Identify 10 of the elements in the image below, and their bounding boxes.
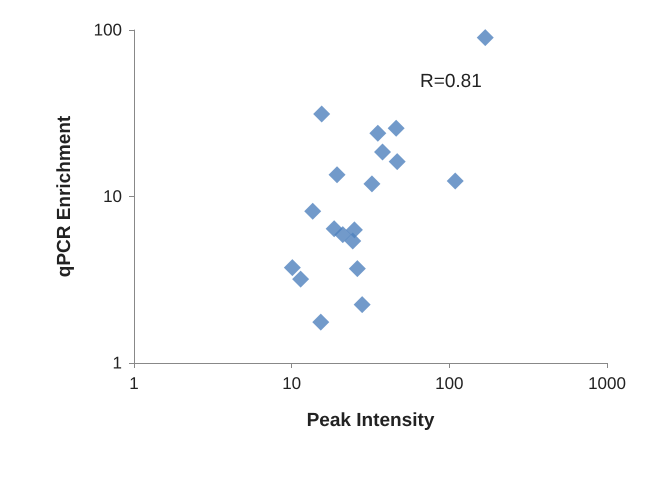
x-tick-label: 1000: [588, 374, 626, 393]
y-axis-title: qPCR Enrichment: [54, 115, 75, 278]
x-axis-title: Peak Intensity: [306, 410, 435, 431]
y-tick-label: 100: [94, 20, 122, 40]
y-tick-label: 1: [112, 354, 122, 372]
y-tick-label: 10: [103, 187, 122, 206]
annotation: R=0.81: [420, 71, 482, 92]
x-tick-label: 10: [282, 374, 302, 393]
x-tick-label: 1: [129, 374, 139, 393]
x-tick-label: 100: [435, 374, 464, 393]
